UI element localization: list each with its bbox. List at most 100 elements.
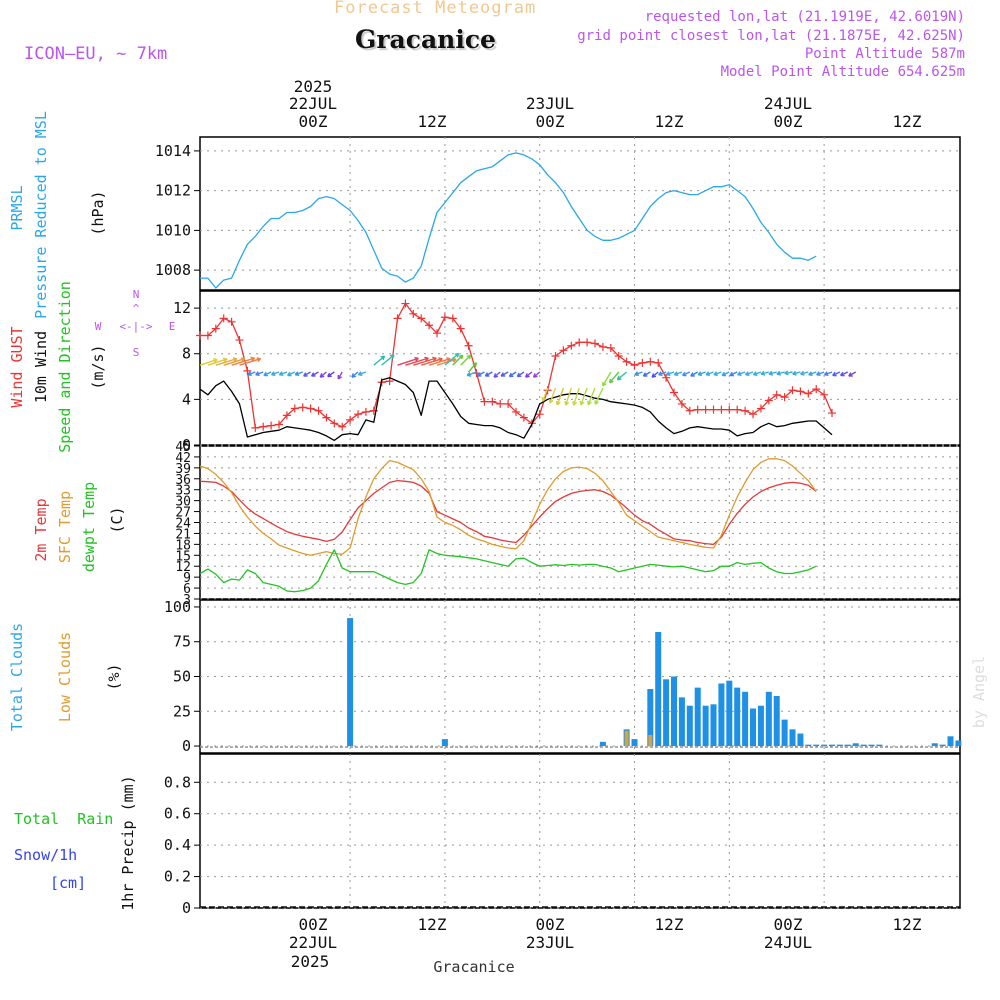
wind-arrow-head xyxy=(446,357,451,363)
clouds-bar-total-clouds xyxy=(686,705,693,747)
gust-point-marker xyxy=(504,399,513,408)
bottom-day-label-2: 23JUL xyxy=(526,933,574,952)
wind-arrow-head xyxy=(609,378,614,384)
compass-s: S xyxy=(133,346,140,359)
wind-arrow xyxy=(468,362,477,373)
rain-label: Total Rain xyxy=(14,810,113,828)
low-clouds-label: Low Clouds xyxy=(56,632,74,722)
compass-ns-line-top: ^ xyxy=(133,302,140,315)
gust-point-marker xyxy=(701,405,710,414)
clouds-bar-total-clouds xyxy=(860,744,867,747)
gust-point-marker xyxy=(251,423,260,432)
wind-arrow-head xyxy=(484,372,490,377)
wind-arrow-head xyxy=(690,372,695,377)
clouds-bar-total-clouds xyxy=(852,743,859,747)
bottom-tick-label-6: 12Z xyxy=(893,915,922,934)
panel-precip: 0 0.2 0.4 0.6 0.8 xyxy=(164,753,961,917)
clouds-bar-total-clouds xyxy=(789,729,796,747)
wind-arrow xyxy=(452,354,464,366)
wind-arrow-head xyxy=(438,357,443,363)
top-tick-label-3: 00Z xyxy=(536,112,565,131)
wind-arrow-head xyxy=(555,400,561,406)
gust-point-marker xyxy=(733,405,742,414)
gust-point-marker xyxy=(464,341,473,350)
gridpoint-location: grid point closest lon,lat (21.1875E, 42… xyxy=(577,28,965,44)
clouds-ytick-label-3: 50 xyxy=(173,668,191,686)
wind-arrow xyxy=(556,387,565,406)
clouds-bar-total-clouds xyxy=(631,739,638,747)
wind-arrow-head xyxy=(579,400,585,406)
wind-arrow xyxy=(436,358,457,366)
wind-arrow-head xyxy=(458,354,464,360)
wind-arrow-head xyxy=(800,370,805,376)
wind-arrow-head xyxy=(270,371,276,377)
wind-arrow-head xyxy=(587,400,592,406)
gust-point-marker xyxy=(788,386,797,395)
wind-arrow-head xyxy=(572,401,578,406)
clouds-bar-low-clouds xyxy=(648,734,653,747)
wind-arrow-head xyxy=(737,371,742,377)
wind-arrow-head xyxy=(310,372,316,377)
wind-arrow xyxy=(381,354,395,366)
clouds-bar-total-clouds xyxy=(844,744,851,747)
wind-ytick-label-4: 12 xyxy=(173,299,191,317)
gust-point-marker xyxy=(298,403,307,412)
gust-point-marker xyxy=(211,324,220,333)
gust-point-marker xyxy=(219,314,228,323)
clouds-bar-total-clouds xyxy=(821,744,828,747)
wind-arrow-head xyxy=(602,381,607,387)
wind-arrow-head xyxy=(673,371,679,377)
prmsl-unit-label: (hPa) xyxy=(89,190,107,235)
wind-arrow xyxy=(413,357,437,366)
bottom-year-label: 2025 xyxy=(291,952,330,971)
gust-point-marker xyxy=(749,410,758,419)
wind-arrow-head xyxy=(760,370,766,376)
wind-arrow-head xyxy=(454,352,460,358)
clouds-bar-total-clouds xyxy=(750,708,757,747)
clouds-bar-total-clouds xyxy=(655,631,662,747)
wind-arrow-head xyxy=(213,358,218,363)
temperature-ytick-label-6: 18 xyxy=(175,538,191,553)
gust-point-marker xyxy=(425,321,434,330)
clouds-bar-total-clouds xyxy=(710,704,717,747)
wind-arrow-head xyxy=(776,370,781,376)
wind-arrow-head xyxy=(250,356,256,362)
gust-point-marker xyxy=(354,410,363,419)
wind-unit-label: (m/s) xyxy=(89,344,107,389)
gust-point-marker xyxy=(804,389,813,398)
gust-point-marker xyxy=(614,352,623,361)
clouds-bar-total-clouds xyxy=(813,744,820,747)
wind-arrow-head xyxy=(541,397,547,402)
clouds-bar-total-clouds xyxy=(836,744,843,747)
gust-point-marker xyxy=(598,342,607,351)
prmsl-long-label: Pressure Reduced to MSL xyxy=(32,111,50,319)
wind-arrow-head xyxy=(466,354,472,360)
wind-arrow xyxy=(231,357,255,366)
gust-point-marker xyxy=(575,338,584,347)
wind-arrow xyxy=(215,358,238,366)
wind-arrow-head xyxy=(351,373,356,378)
temperature-ytick-label-12: 36 xyxy=(175,473,191,488)
wind-arrow-head xyxy=(713,371,718,377)
wind-arrow xyxy=(421,358,443,366)
wind-arrow-head xyxy=(278,371,284,377)
clouds-bar-total-clouds xyxy=(931,743,938,747)
gust-point-marker xyxy=(361,407,370,416)
clouds-bar-total-clouds xyxy=(702,705,709,747)
clouds-bar-total-clouds xyxy=(829,744,836,747)
wind-arrow xyxy=(373,355,385,366)
gust-point-marker xyxy=(433,329,442,338)
top-tick-label-6: 12Z xyxy=(893,112,922,131)
gust-point-marker xyxy=(820,390,829,399)
gust-point-marker xyxy=(480,397,489,406)
bottom-tick-label-3: 00Z xyxy=(536,915,565,934)
wind-arrow-head xyxy=(525,373,530,378)
gust-point-marker xyxy=(812,385,821,394)
gust-point-marker xyxy=(203,331,212,340)
clouds-bar-total-clouds xyxy=(599,741,606,747)
gust-point-marker xyxy=(772,390,781,399)
point-altitude: Point Altitude 587m xyxy=(804,46,965,62)
wind-arrow-head xyxy=(380,355,386,361)
wind-arrow xyxy=(572,387,580,406)
gust-point-marker xyxy=(764,396,773,405)
